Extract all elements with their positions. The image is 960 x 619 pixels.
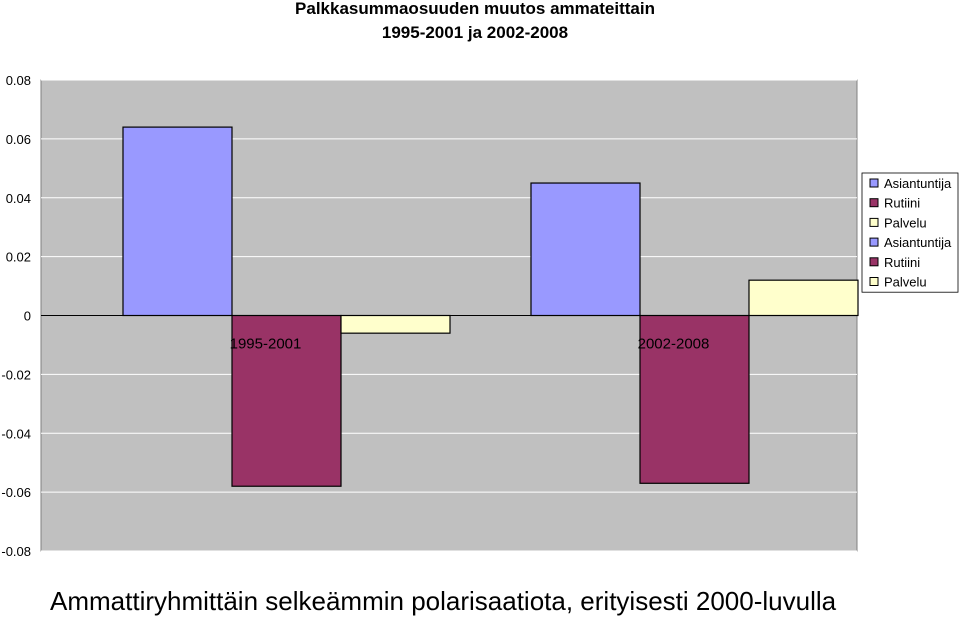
- bar-asiantuntija-1995-2001: [122, 126, 233, 317]
- caption: Ammattiryhmittäin selkeämmin polarisaati…: [50, 586, 837, 616]
- category-label: 2002-2008: [638, 336, 710, 353]
- y-tick-label: 0.04: [6, 191, 31, 206]
- legend-swatch: [869, 198, 879, 208]
- y-tick-label: -0.02: [1, 367, 31, 382]
- bar-asiantuntija-2002-2008: [530, 182, 641, 317]
- bars: [122, 126, 859, 487]
- legend-swatch: [869, 237, 879, 247]
- legend-swatch: [869, 257, 879, 267]
- bar-rutiini-2002-2008: [639, 314, 750, 484]
- y-tick-label: 0.02: [6, 250, 31, 265]
- y-tick-label: 0.06: [6, 132, 31, 147]
- legend-label: Palvelu: [884, 215, 927, 230]
- bar-palvelu-2002-2008: [748, 279, 859, 317]
- legend-swatch: [869, 178, 879, 188]
- legend: Asiantuntija Rutiini Palvelu Asiantuntija Ru…: [861, 172, 959, 293]
- y-tick-label: -0.04: [1, 426, 31, 441]
- legend-swatch: [869, 217, 879, 227]
- legend-label: Asiantuntija: [884, 235, 952, 250]
- chart-title: Palkkasummaosuuden muutos ammateittain: [295, 0, 655, 18]
- y-axis-ticks: 0.08 0.06 0.04 0.02 0 -0.02 -0.04 -0.06 -0.08: [1, 73, 31, 559]
- bar-palvelu-1995-2001: [340, 314, 451, 334]
- category-labels: 1995-2001 2002-2008: [230, 336, 710, 353]
- chart-subtitle: 1995-2001 ja 2002-2008: [382, 23, 568, 42]
- category-label: 1995-2001: [230, 336, 302, 353]
- legend-label: Asiantuntija: [884, 176, 952, 191]
- legend-label: Rutiini: [884, 196, 920, 211]
- legend-swatch: [869, 277, 879, 286]
- y-tick-label: -0.08: [1, 544, 31, 559]
- legend-label: Rutiini: [884, 255, 920, 270]
- bar-rutiini-1995-2001: [231, 314, 342, 487]
- legend-label: Palvelu: [884, 275, 927, 290]
- legend-box: [861, 172, 959, 293]
- y-tick-label: 0: [24, 309, 31, 324]
- y-tick-label: -0.06: [1, 485, 31, 500]
- y-tick-label: 0.08: [6, 73, 31, 88]
